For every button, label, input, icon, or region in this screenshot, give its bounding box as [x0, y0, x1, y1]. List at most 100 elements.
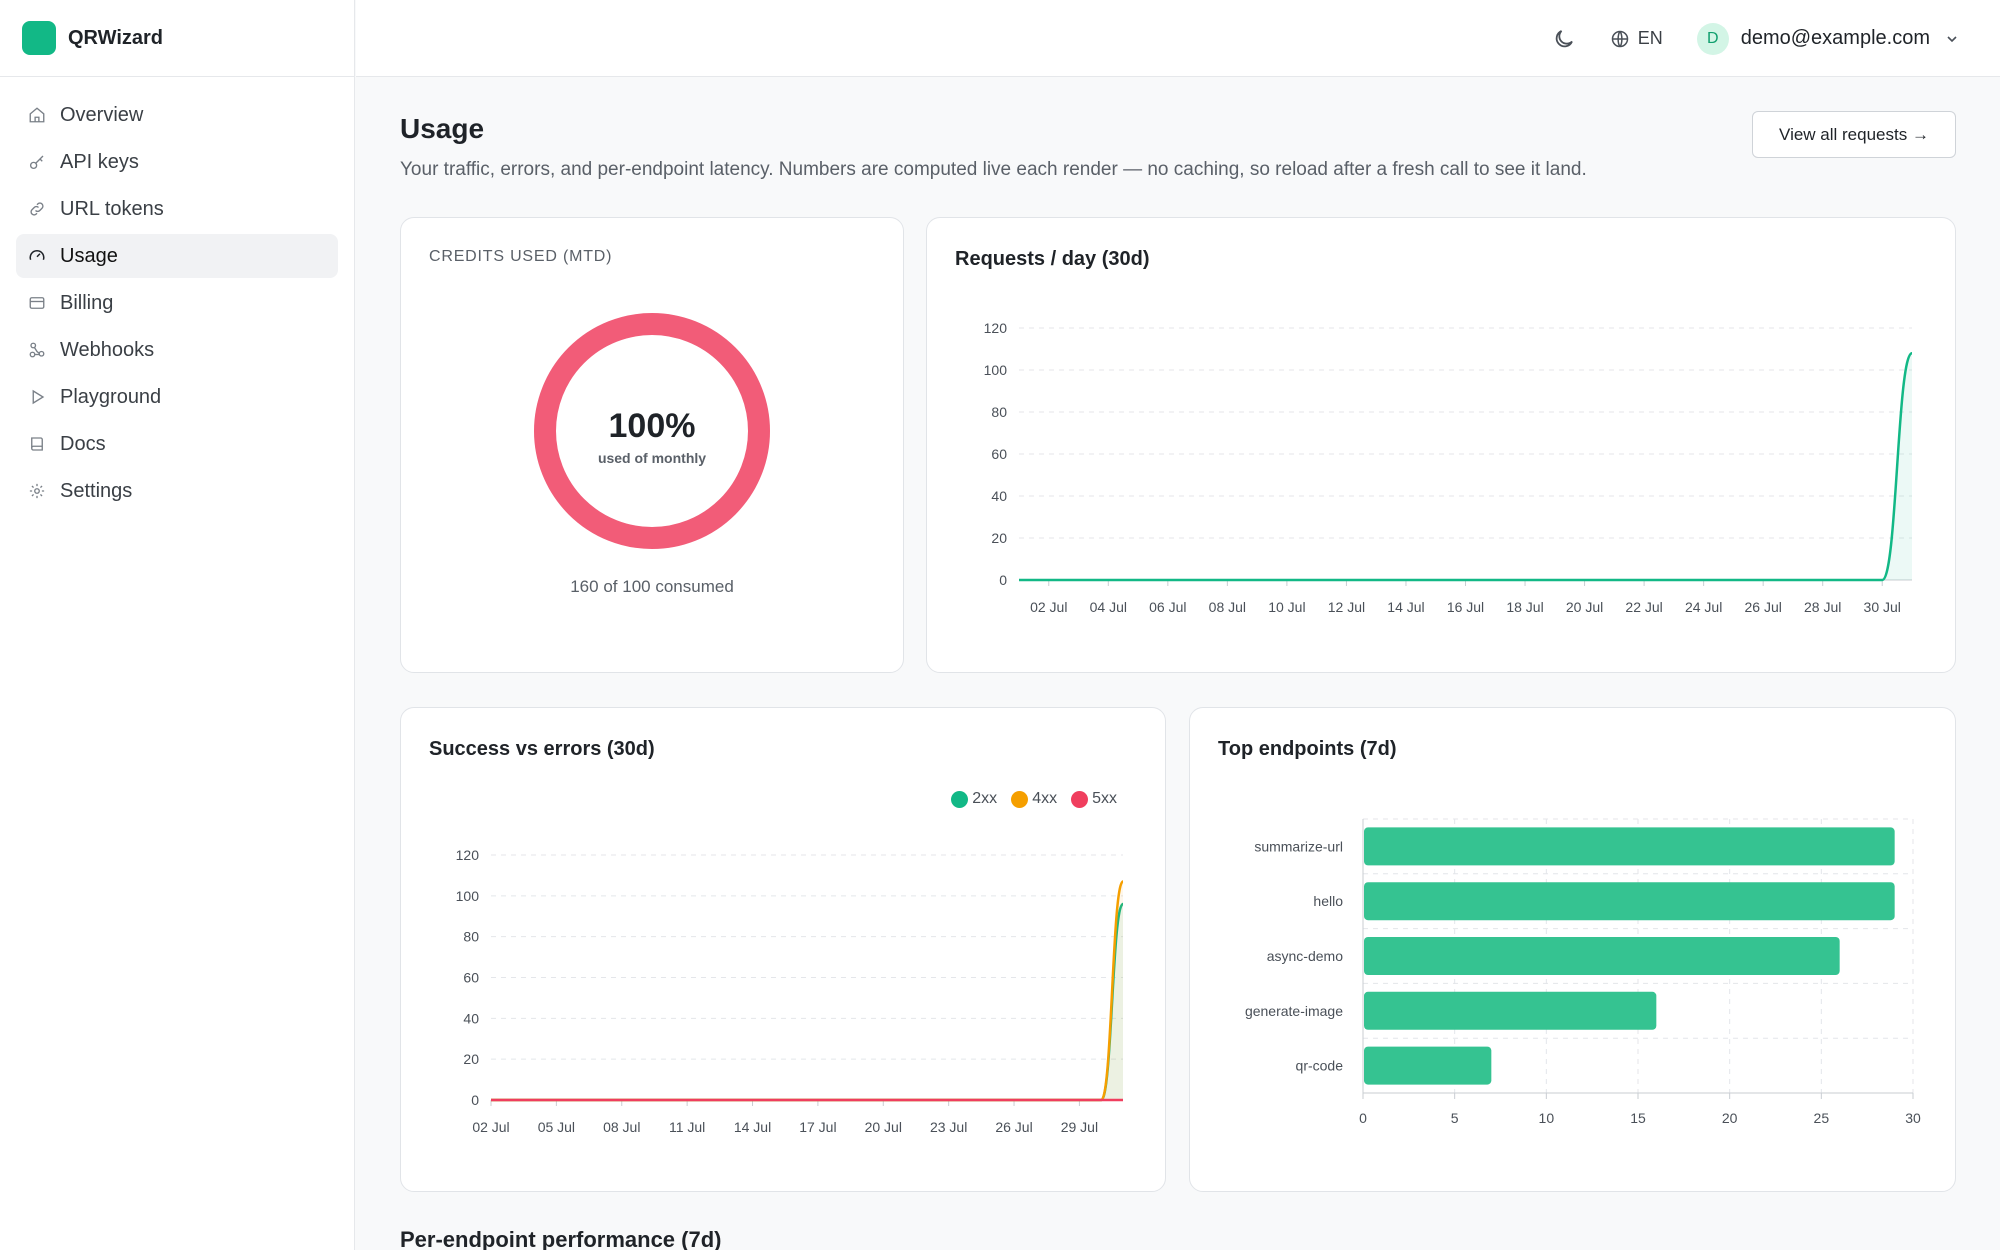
credits-card: CREDITS USED (MTD) 100% used of monthly … [400, 217, 904, 673]
legend-dot-4xx [1011, 790, 1029, 808]
sidebar-item-label: Docs [60, 432, 106, 455]
sidebar-item-label: API keys [60, 150, 139, 173]
y-tick-label: 60 [991, 446, 1007, 462]
credits-of-word: of [603, 577, 618, 596]
home-icon [29, 107, 45, 123]
sidebar-item-billing[interactable]: Billing [16, 281, 338, 325]
bar-generate-image [1364, 991, 1657, 1030]
legend-label-4xx: 4xx [1032, 790, 1058, 807]
credits-caption: 160 of 100 consumed [401, 577, 903, 597]
y-tick-label: 100 [984, 362, 1008, 378]
status-chart-legend: 2xx 4xx 5xx [937, 790, 1117, 808]
line-4xx [491, 880, 1125, 1102]
language-label: EN [1637, 28, 1663, 48]
x-tick-label: 16 Jul [1447, 599, 1484, 615]
y-tick-label: 40 [463, 1010, 479, 1026]
x-tick-label: 17 Jul [799, 1119, 836, 1135]
y-tick-label: qr-code [1296, 1058, 1344, 1074]
legend-item-5xx[interactable]: 5xx [1071, 790, 1117, 808]
credit-card-icon [29, 297, 45, 309]
x-tick-label: 30 Jul [1864, 599, 1901, 615]
credits-card-title: CREDITS USED (MTD) [429, 248, 613, 265]
y-tick-label: 20 [991, 530, 1007, 546]
legend-label-5xx: 5xx [1092, 790, 1117, 807]
moon-icon [1555, 29, 1573, 47]
sidebar: QRWizard Overview API keys URL tokens Us… [0, 0, 355, 1250]
x-tick-label: 5 [1451, 1110, 1459, 1126]
x-tick-label: 23 Jul [930, 1119, 967, 1135]
y-tick-label: generate-image [1245, 1003, 1343, 1019]
language-selector[interactable]: EN [1610, 28, 1663, 49]
sidebar-item-overview[interactable]: Overview [16, 93, 338, 137]
sidebar-item-label: URL tokens [60, 197, 164, 220]
legend-item-2xx[interactable]: 2xx [951, 790, 997, 808]
y-tick-label: 120 [984, 320, 1008, 336]
view-all-requests-button[interactable]: View all requests → [1752, 111, 1956, 158]
y-tick-label: async-demo [1267, 948, 1343, 964]
key-icon [29, 155, 44, 170]
globe-icon [1611, 30, 1628, 47]
y-tick-label: 40 [991, 488, 1007, 504]
y-tick-label: 60 [463, 970, 479, 986]
line-2xx [491, 902, 1125, 1102]
x-tick-label: 20 Jul [865, 1119, 902, 1135]
requests-per-day-card: Requests / day (30d) 0 20 40 60 80 100 120 02 J… [926, 217, 1956, 673]
x-tick-label: 14 Jul [734, 1119, 771, 1135]
brand-name: QRWizard [68, 26, 164, 49]
success-vs-errors-card: Success vs errors (30d) 2xx 4xx 5xx 0 20 4… [400, 707, 1166, 1192]
y-tick-label: 0 [471, 1092, 479, 1108]
legend-item-4xx[interactable]: 4xx [1011, 790, 1057, 808]
x-tick-label: 04 Jul [1090, 599, 1127, 615]
x-tick-label: 0 [1359, 1110, 1367, 1126]
sidebar-item-url-tokens[interactable]: URL tokens [16, 187, 338, 231]
x-tick-label: 18 Jul [1506, 599, 1543, 615]
y-tick-label: summarize-url [1254, 838, 1343, 854]
per-endpoint-performance-title: Per-endpoint performance (7d) [400, 1227, 722, 1250]
requests-chart-title: Requests / day (30d) [955, 248, 1150, 270]
y-tick-label: hello [1313, 893, 1343, 909]
legend-dot-5xx [1071, 790, 1089, 808]
x-tick-label: 02 Jul [472, 1119, 509, 1135]
x-tick-label: 30 [1905, 1110, 1921, 1126]
page-title: Usage [400, 113, 485, 144]
brand-logo [22, 21, 56, 55]
sidebar-item-usage[interactable]: Usage [16, 234, 338, 278]
x-tick-label: 29 Jul [1061, 1119, 1098, 1135]
x-tick-label: 22 Jul [1625, 599, 1662, 615]
topbar: EN D demo@example.com [356, 0, 2000, 77]
theme-toggle-button[interactable] [1552, 27, 1576, 51]
sidebar-item-label: Settings [60, 479, 133, 502]
y-tick-label: 120 [456, 847, 480, 863]
sidebar-item-playground[interactable]: Playground [16, 375, 338, 419]
top-endpoints-card: Top endpoints (7d) 0 5 10 15 20 25 30 summarize… [1189, 707, 1956, 1192]
x-tick-label: 15 [1630, 1110, 1646, 1126]
sidebar-item-api-keys[interactable]: API keys [16, 140, 338, 184]
top-endpoints-chart: 0 5 10 15 20 25 30 summarize-url hello async-demo… [1245, 818, 1921, 1126]
sidebar-item-webhooks[interactable]: Webhooks [16, 328, 338, 372]
avatar: D [1696, 22, 1729, 55]
x-tick-label: 08 Jul [1209, 599, 1246, 615]
sidebar-item-docs[interactable]: Docs [16, 422, 338, 466]
sidebar-item-label: Overview [60, 103, 144, 126]
y-tick-label: 80 [463, 929, 479, 945]
area-series-0 [1019, 353, 1912, 580]
x-tick-label: 10 Jul [1268, 599, 1305, 615]
webhook-icon [29, 342, 45, 358]
sidebar-item-settings[interactable]: Settings [16, 469, 338, 513]
x-tick-label: 14 Jul [1387, 599, 1424, 615]
bar-async-demo [1364, 937, 1840, 975]
credits-consumed-word: consumed [655, 577, 734, 596]
legend-label-2xx: 2xx [972, 790, 998, 807]
page-subtitle: Your traffic, errors, and per-endpoint l… [400, 159, 1587, 180]
x-tick-label: 26 Jul [995, 1119, 1032, 1135]
topbar-actions: EN D demo@example.com [1552, 0, 1960, 77]
chevron-down-icon [1947, 35, 1957, 42]
brand[interactable]: QRWizard [0, 0, 354, 77]
y-tick-label: 80 [991, 404, 1007, 420]
requests-per-day-chart: 0 20 40 60 80 100 120 02 Jul 04 Jul 06 Jul 08 Jul 1… [984, 320, 1914, 615]
user-menu[interactable]: D demo@example.com [1696, 22, 1960, 55]
play-icon [32, 389, 45, 405]
credits-donut [534, 313, 770, 549]
gauge-icon [29, 250, 45, 260]
area-2xx [491, 904, 1123, 1100]
